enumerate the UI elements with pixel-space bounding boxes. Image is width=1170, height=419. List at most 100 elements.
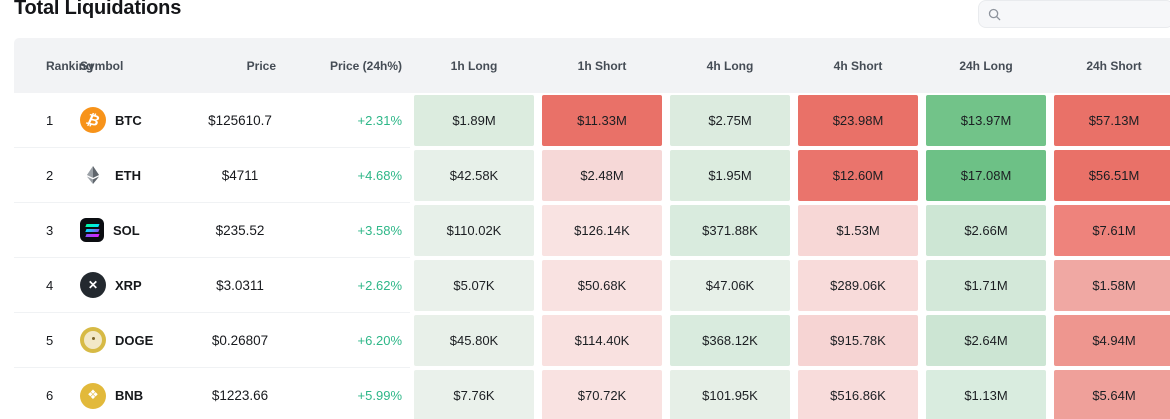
liquidation-cell: $42.58K: [410, 148, 538, 203]
liquidation-cell: $1.58M: [1050, 258, 1170, 313]
liquidation-value: $516.86K: [798, 370, 918, 419]
xrp-icon: ✕: [80, 272, 106, 298]
liquidation-value: $101.95K: [670, 370, 790, 419]
liquidation-cell: $47.06K: [666, 258, 794, 313]
table-body: 1 ₿ BTC $125610.7 +2.31% $1.89M $11.33M $2.75M $…: [14, 93, 1170, 419]
symbol-cell: ✕ XRP: [78, 258, 194, 313]
liquidation-cell: $57.13M: [1050, 93, 1170, 148]
liquidation-value: $7.61M: [1054, 205, 1170, 256]
eth-icon: [80, 162, 106, 188]
liquidation-value: $5.07K: [414, 260, 534, 311]
coin-row-eth[interactable]: 2 ETH $4711 +4.68% $42.58K $2.48M $1.95M $12.60…: [14, 148, 1170, 203]
search-input[interactable]: [1007, 7, 1164, 21]
column-header-24h-short[interactable]: 24h Short: [1086, 58, 1142, 73]
symbol-label: BTC: [115, 112, 142, 128]
price: $235.52: [194, 203, 300, 258]
liquidation-value: $50.68K: [542, 260, 662, 311]
price: $1223.66: [211, 388, 269, 403]
liquidation-value: $13.97M: [926, 95, 1046, 146]
symbol-label: SOL: [113, 222, 140, 238]
liquidation-value: $47.06K: [670, 260, 790, 311]
coin-row-bnb[interactable]: 6 ❖ BNB $1223.66 +5.99% $7.76K $70.72K $101.95K…: [14, 368, 1170, 419]
symbol-cell: ETH: [78, 148, 194, 203]
liquidation-cell: $110.02K: [410, 203, 538, 258]
price-change-24h: +5.99%: [357, 388, 402, 403]
price-change-24h: +2.62%: [300, 258, 410, 313]
liquidation-cell: $1.89M: [410, 93, 538, 148]
liquidation-value: $23.98M: [798, 95, 918, 146]
liquidation-cell: $516.86K: [794, 368, 922, 419]
coin-row-xrp[interactable]: 4 ✕ XRP $3.0311 +2.62% $5.07K $50.68K $47.06K $2…: [14, 258, 1170, 313]
price: $0.26807: [194, 313, 300, 368]
liquidation-value: $126.14K: [542, 205, 662, 256]
table-header-row: Ranking Symbol Price Price (24h%) 1h Long 1h …: [14, 38, 1170, 93]
rank: 4: [14, 258, 78, 313]
liquidation-cell: $5.64M: [1050, 368, 1170, 419]
liquidation-value: $7.76K: [414, 370, 534, 419]
price-change-24h: +4.68%: [300, 148, 410, 203]
liquidation-cell: $23.98M: [794, 93, 922, 148]
rank: 5: [14, 313, 78, 368]
liquidation-cell: $126.14K: [538, 203, 666, 258]
price-change-24h: +2.31%: [300, 93, 410, 148]
column-header-4h-short[interactable]: 4h Short: [833, 58, 883, 73]
liquidation-cell: $1.53M: [794, 203, 922, 258]
liquidation-value: $5.64M: [1054, 370, 1170, 419]
liquidation-cell: $7.76K: [410, 368, 538, 419]
column-header-price-24h[interactable]: Price (24h%): [329, 58, 402, 73]
liquidation-cell: $371.88K: [666, 203, 794, 258]
liquidations-table: Ranking Symbol Price Price (24h%) 1h Long 1h …: [14, 38, 1170, 419]
column-header-ranking[interactable]: Ranking: [46, 58, 94, 73]
column-header-4h-long[interactable]: 4h Long: [706, 58, 754, 73]
rank: 3: [14, 203, 78, 258]
symbol-cell: ❖ BNB: [78, 368, 194, 419]
liquidation-value: $368.12K: [670, 315, 790, 366]
liquidation-cell: $45.80K: [410, 313, 538, 368]
column-header-price[interactable]: Price: [246, 58, 276, 73]
sol-icon: [80, 218, 104, 242]
symbol-cell: ₿ BTC: [78, 93, 194, 148]
liquidation-value: $17.08M: [926, 150, 1046, 201]
coin-row-sol[interactable]: 3 SOL $235.52 +3.58% $110.02K $126.14K $371.88…: [14, 203, 1170, 258]
doge-icon: [80, 327, 106, 353]
liquidation-cell: $56.51M: [1050, 148, 1170, 203]
liquidation-cell: $101.95K: [666, 368, 794, 419]
liquidation-value: $371.88K: [670, 205, 790, 256]
liquidation-cell: $2.64M: [922, 313, 1050, 368]
liquidation-value: $1.95M: [670, 150, 790, 201]
liquidation-cell: $50.68K: [538, 258, 666, 313]
btc-icon: ₿: [80, 107, 106, 133]
column-header-24h-long[interactable]: 24h Long: [959, 58, 1013, 73]
rank: 6: [46, 388, 54, 403]
liquidation-value: $114.40K: [542, 315, 662, 366]
liquidation-cell: $7.61M: [1050, 203, 1170, 258]
price: $4711: [194, 148, 300, 203]
column-header-1h-short[interactable]: 1h Short: [577, 58, 627, 73]
liquidation-cell: $4.94M: [1050, 313, 1170, 368]
liquidation-value: $57.13M: [1054, 95, 1170, 146]
symbol-label: BNB: [115, 388, 144, 403]
liquidation-cell: $70.72K: [538, 368, 666, 419]
liquidation-cell: $17.08M: [922, 148, 1050, 203]
column-header-1h-long[interactable]: 1h Long: [450, 58, 498, 73]
liquidation-value: $1.89M: [414, 95, 534, 146]
liquidation-value: $12.60M: [798, 150, 918, 201]
rank: 1: [14, 93, 78, 148]
symbol-cell: SOL: [78, 203, 194, 258]
liquidation-cell: $12.60M: [794, 148, 922, 203]
liquidation-cell: $5.07K: [410, 258, 538, 313]
liquidation-value: $110.02K: [414, 205, 534, 256]
liquidation-value: $915.78K: [798, 315, 918, 366]
column-header-symbol[interactable]: Symbol: [80, 58, 124, 73]
liquidation-value: $1.13M: [926, 370, 1046, 419]
search-box[interactable]: [978, 0, 1170, 28]
coin-row-doge[interactable]: 5 DOGE $0.26807 +6.20% $45.80K $114.40K $368.1…: [14, 313, 1170, 368]
liquidation-value: $42.58K: [414, 150, 534, 201]
bnb-icon: ❖: [80, 382, 106, 409]
coin-row-btc[interactable]: 1 ₿ BTC $125610.7 +2.31% $1.89M $11.33M $2.75M $…: [14, 93, 1170, 148]
page-title: Total Liquidations: [14, 0, 182, 19]
liquidation-cell: $13.97M: [922, 93, 1050, 148]
liquidation-cell: $2.66M: [922, 203, 1050, 258]
symbol-label: DOGE: [115, 332, 154, 348]
symbol-cell: DOGE: [78, 313, 194, 368]
